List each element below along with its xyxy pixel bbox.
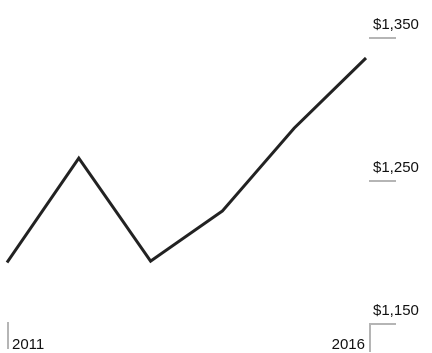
series-group — [5, 56, 368, 264]
x-tick-label: 2016 — [332, 336, 365, 353]
series-line — [5, 56, 368, 264]
y-tick-mark — [369, 323, 396, 352]
y-tick-label: $1,350 — [373, 16, 419, 33]
y-axis: $1,150 $1,250 $1,350 — [369, 16, 419, 352]
x-axis: 2011 2016 — [7, 322, 365, 353]
x-tick-label: 2011 — [12, 336, 44, 353]
y-tick-label: $1,150 — [373, 302, 419, 319]
y-tick-label: $1,250 — [373, 159, 419, 176]
